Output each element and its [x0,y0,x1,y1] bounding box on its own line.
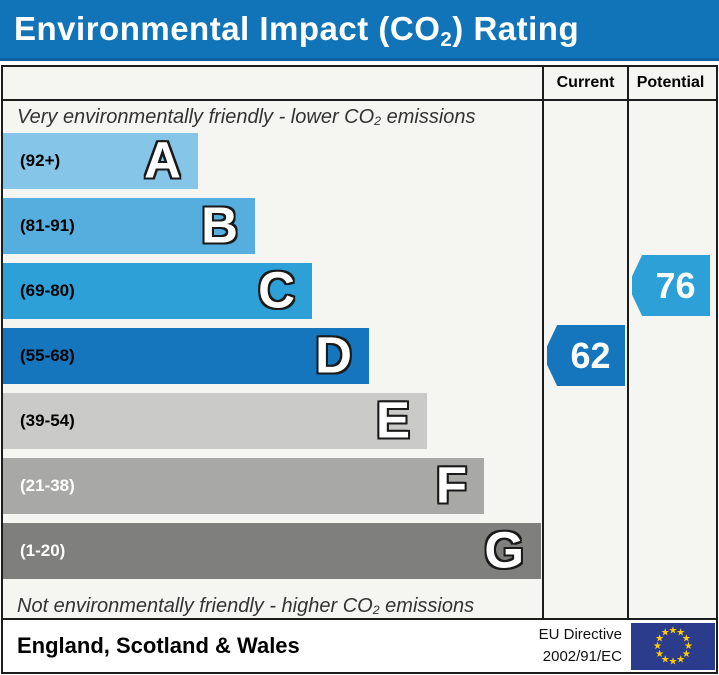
epc-chart: Current Potential Very environmentally f… [1,65,718,620]
svg-text:★: ★ [676,654,685,665]
band-letter-f: F [435,456,467,514]
svg-text:★: ★ [676,627,685,638]
band-bar-c: (69-80) C [3,263,312,319]
current-rating-value: 62 [570,334,611,376]
band-range-c: (69-80) [20,281,75,300]
band-range-f: (21-38) [20,476,75,495]
band-row-a: (92+) A [3,133,542,189]
page-title-text: Environmental Impact (CO2) Rating [14,10,580,51]
band-range-d: (55-68) [20,346,75,365]
eu-directive-label: EU Directive 2002/91/EC [538,626,622,665]
current-column: 62 [542,101,627,618]
page-title: Environmental Impact (CO2) Rating [0,0,719,61]
band-bar-b: (81-91) B [3,198,255,254]
caption-top: Very environmentally friendly - lower CO… [17,105,476,129]
band-row-c: (69-80) C [3,263,542,319]
header-current: Current [542,67,627,99]
svg-text:★: ★ [653,641,662,652]
potential-rating-value: 76 [655,264,696,306]
current-rating-tag: 62 [547,325,625,386]
eu-flag-icon: ★★★★★★★★★★★★ [631,622,715,670]
caption-bottom: Not environmentally friendly - higher CO… [17,594,475,618]
band-bar-f: (21-38) F [3,458,484,514]
footer-region-label: England, Scotland & Wales [17,633,300,658]
band-letter-e: E [375,391,410,449]
band-range-a: (92+) [20,151,61,170]
bands-column: Very environmentally friendly - lower CO… [3,101,542,618]
band-letter-d: D [315,326,352,384]
band-range-b: (81-91) [20,216,75,235]
svg-text:★: ★ [655,648,664,659]
band-bar-e: (39-54) E [3,393,427,449]
footer: England, Scotland & Wales EU Directive 2… [1,620,718,674]
svg-text:★: ★ [669,656,678,667]
band-bar-g: (1-20) G [3,523,541,579]
svg-text:★: ★ [682,633,691,644]
svg-text:★: ★ [669,625,678,636]
band-row-b: (81-91) B [3,198,542,254]
band-letter-g: G [484,521,524,579]
band-bar-d: (55-68) D [3,328,369,384]
band-row-d: (55-68) D [3,328,542,384]
band-row-g: (1-20) G [3,523,542,579]
band-letter-b: B [201,196,238,254]
band-range-g: (1-20) [20,541,66,560]
potential-rating-tag: 76 [632,255,710,316]
band-row-e: (39-54) E [3,393,542,449]
band-bar-a: (92+) A [3,133,198,189]
svg-text:★: ★ [661,627,670,638]
header-potential: Potential [627,67,712,99]
band-letter-a: A [144,131,181,189]
svg-text:★: ★ [684,641,693,652]
band-range-e: (39-54) [20,411,75,430]
band-letter-c: C [258,261,295,319]
svg-text:★: ★ [682,648,691,659]
chart-header-row: Current Potential [3,67,716,101]
svg-text:★: ★ [655,633,664,644]
header-spacer-cell [3,67,542,99]
eu-flag-stars: ★★★★★★★★★★★★ [653,625,693,667]
chart-body: Very environmentally friendly - lower CO… [3,101,716,618]
svg-text:★: ★ [661,654,670,665]
band-row-f: (21-38) F [3,458,542,514]
potential-column: 76 [627,101,712,618]
eu-flag-field [631,622,715,670]
